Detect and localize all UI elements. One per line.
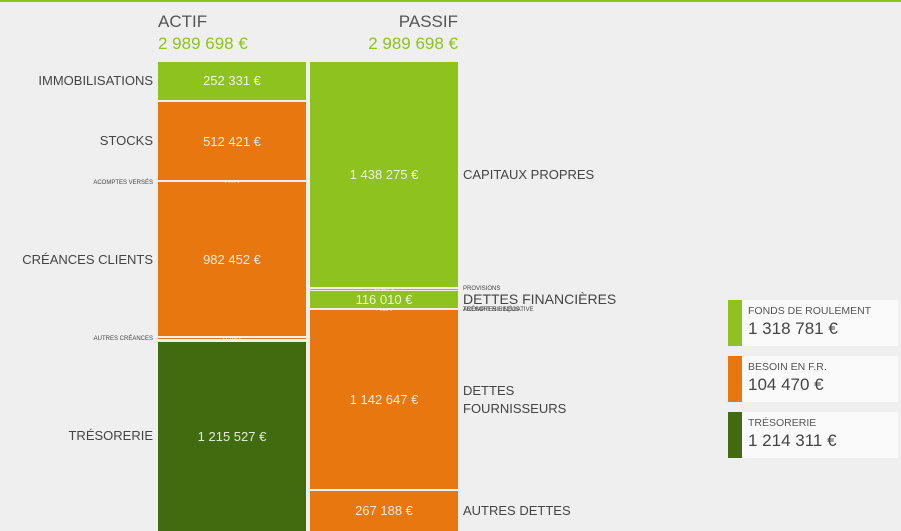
- column-total: 2 989 698 €: [368, 34, 458, 53]
- segment-value: 16 827 €: [374, 289, 393, 290]
- segment-label: CAPITAUX PROPRES: [463, 166, 595, 182]
- segment-label: DETTES FOURNISSEURS: [463, 383, 567, 416]
- segment-value: 7 535 €: [376, 310, 393, 311]
- summary-swatch: [728, 356, 742, 402]
- segment: 982 452 €: [158, 183, 306, 337]
- summary-swatch: [728, 300, 742, 346]
- segment-label: AUTRES CRÉANCES: [93, 335, 153, 342]
- segment: 1 438 275 €: [310, 62, 458, 287]
- segment-value: 982 452 €: [203, 252, 261, 268]
- segment-value: 116 010 €: [355, 291, 413, 307]
- column-total: 2 989 698 €: [158, 34, 248, 53]
- segment: 1 215 527 €: [158, 341, 306, 531]
- column-title: PASSIF: [398, 12, 458, 31]
- segment: 267 188 €: [310, 490, 458, 531]
- segment: 252 331 €: [158, 62, 306, 100]
- summary-item: BESOIN EN F.R. 104 470 €: [728, 356, 898, 402]
- segment-label: ACOMPTES REÇUS: [463, 307, 520, 314]
- segment-label: PROVISIONS: [463, 286, 501, 293]
- summary-name: FONDS DE ROULEMENT: [748, 305, 872, 317]
- summary-name: TRÉSORERIE: [748, 417, 817, 429]
- segment-value: 1 215 527 €: [197, 428, 267, 444]
- segment: 116 010 €: [310, 291, 458, 308]
- segment-value: 1 438 275 €: [349, 166, 419, 182]
- segment: 512 421 €: [158, 101, 306, 181]
- segment-value: 252 331 €: [203, 73, 261, 89]
- segment-label: TRÉSORERIE NÉGATIVE: [463, 306, 534, 313]
- segment-value: 5 201 €: [224, 182, 241, 183]
- segment-label: AUTRES DETTES: [463, 503, 571, 519]
- summary-value: 1 214 311 €: [748, 431, 837, 450]
- segment: 7 535 €: [310, 309, 458, 311]
- segment-value: 512 421 €: [203, 133, 261, 149]
- segment-label: ACOMPTES VERSÉS: [93, 179, 153, 186]
- segment-label: IMMOBILISATIONS: [38, 73, 153, 89]
- segment-value: 267 188 €: [355, 503, 413, 519]
- segment: 1 142 647 €: [310, 310, 458, 489]
- summary-item: TRÉSORERIE 1 214 311 €: [728, 412, 898, 458]
- segment-value: 21 766 €: [222, 338, 241, 339]
- segment-value: 1 142 647 €: [349, 392, 419, 408]
- summary-swatch: [728, 412, 742, 458]
- summary-name: BESOIN EN F.R.: [748, 361, 827, 373]
- segment-label: TRÉSORERIE: [68, 428, 153, 444]
- segment-label: CRÉANCES CLIENTS: [22, 251, 153, 267]
- summary-value: 104 470 €: [748, 375, 824, 394]
- segment: 5 201 €: [158, 182, 306, 184]
- segment: 16 827 €: [310, 288, 458, 290]
- summary-item: FONDS DE ROULEMENT 1 318 781 €: [728, 300, 898, 346]
- segment: 21 766 €: [158, 338, 306, 340]
- column-title: ACTIF: [158, 12, 208, 31]
- segment-label: STOCKS: [99, 133, 153, 149]
- segment-label: DETTES FINANCIÈRES: [463, 290, 617, 307]
- summary-value: 1 318 781 €: [748, 319, 838, 338]
